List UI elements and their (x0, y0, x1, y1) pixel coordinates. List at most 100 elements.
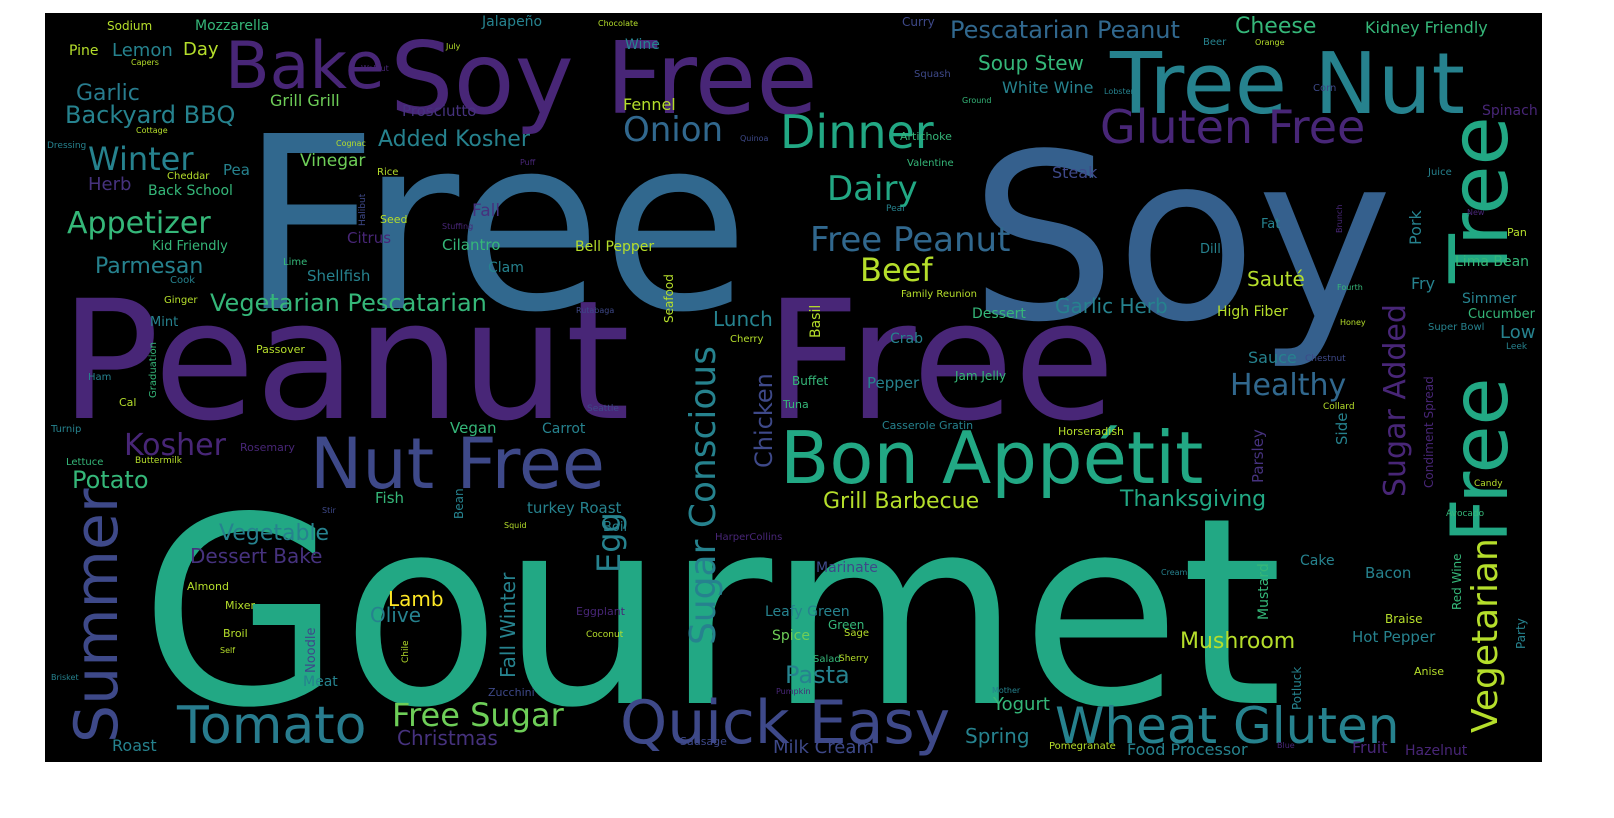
word-free: Free (1436, 377, 1526, 543)
word-chestnut: Chestnut (1305, 354, 1346, 364)
word-broil: Broil (223, 627, 248, 640)
word-lunch: Lunch (713, 307, 773, 331)
word-dairy: Dairy (827, 169, 918, 209)
word-grill-grill: Grill Grill (270, 91, 340, 110)
word-cal: Cal (119, 396, 136, 409)
word-mushroom: Mushroom (1180, 629, 1295, 654)
word-chocolate: Chocolate (598, 19, 638, 28)
word-mint: Mint (150, 315, 178, 330)
word-july: July (445, 42, 461, 51)
word-dressing: Dressing (47, 141, 86, 151)
word-kosher: Kosher (124, 428, 227, 463)
word-walnut: Walnut (361, 64, 389, 73)
word-red-wine: Red Wine (1450, 553, 1464, 610)
word-honey: Honey (1340, 318, 1366, 327)
word-coconut: Coconut (586, 630, 624, 640)
word-cherry: Cherry (730, 334, 764, 345)
word-candy: Candy (1474, 479, 1503, 489)
word-tree-nut: Tree Nut (1109, 35, 1465, 134)
word-white-wine: White Wine (1002, 78, 1094, 97)
word-leek: Leek (1506, 342, 1528, 352)
word-stuffing: Stuffing (442, 222, 473, 231)
word-lamb: Lamb (388, 587, 444, 611)
word-back-school: Back School (148, 183, 233, 199)
word-capers: Capers (131, 58, 159, 67)
word-dessert-bake: Dessert Bake (190, 544, 322, 568)
word-cheddar: Cheddar (167, 171, 210, 182)
word-bean: Bean (452, 488, 466, 519)
word-garlic-herb: Garlic Herb (1055, 294, 1168, 318)
word-dinner: Dinner (780, 105, 934, 159)
word-fall-winter: Fall Winter (496, 572, 520, 678)
word-rice: Rice (377, 167, 398, 178)
word-anise: Anise (1414, 665, 1444, 678)
word-pasta: Pasta (785, 661, 850, 689)
word-family-reunion: Family Reunion (901, 289, 977, 300)
word-kidney-friendly: Kidney Friendly (1365, 18, 1488, 37)
word-parmesan: Parmesan (95, 254, 203, 279)
word-sherry: Sherry (839, 654, 869, 664)
word-mixer: Mixer (225, 599, 255, 612)
word-artichoke: Artichoke (900, 130, 952, 143)
word-blue: Blue (1277, 741, 1295, 750)
word-fennel: Fennel (623, 95, 676, 114)
word-super-bowl: Super Bowl (1428, 322, 1484, 333)
word-tomato: Tomato (176, 696, 366, 756)
word-onion: Onion (623, 110, 723, 150)
word-sausage: Sausage (680, 735, 727, 748)
word-gluten-free: Gluten Free (1100, 100, 1365, 154)
word-cilantro: Cilantro (442, 236, 500, 254)
word-shellfish: Shellfish (307, 267, 370, 285)
word-soy-free: Soy Free (390, 20, 818, 137)
word-jam-jelly: Jam Jelly (954, 369, 1006, 383)
word-yogurt: Yogurt (992, 694, 1050, 715)
word-fruit: Fruit (1352, 738, 1387, 757)
word-rosemary: Rosemary (240, 441, 295, 454)
word-lemon: Lemon (112, 40, 173, 61)
word-cucumber: Cucumber (1468, 307, 1536, 322)
word-casserole-gratin: Casserole Gratin (882, 419, 973, 432)
word-parsley: Parsley (1249, 429, 1267, 483)
word-party: Party (1514, 618, 1528, 649)
word-buttermilk: Buttermilk (135, 456, 183, 466)
word-summer: Summer (62, 488, 132, 743)
word-turkey-roast: turkey Roast (527, 499, 622, 517)
word-new: New (1467, 208, 1485, 217)
word-wheat-gluten: Wheat Gluten (1055, 697, 1399, 755)
word-cognac: Cognac (336, 139, 366, 148)
word-brunch: Brunch (1335, 205, 1344, 233)
word-basil: Basil (808, 305, 824, 338)
word-hazelnut: Hazelnut (1405, 743, 1468, 759)
word-seafood: Seafood (662, 274, 676, 323)
word-peanut: Peanut (60, 265, 630, 457)
word-grill-barbecue: Grill Barbecue (823, 489, 979, 514)
word-beer: Beer (1203, 37, 1227, 48)
word-potato: Potato (72, 466, 149, 494)
word-garlic: Garlic (76, 81, 140, 106)
word-backyard-bbq: Backyard BBQ (65, 101, 235, 129)
word-pepper: Pepper (867, 374, 920, 392)
word-chicken: Chicken (750, 373, 778, 468)
word-sage: Sage (844, 628, 869, 639)
word-winter: Winter (88, 140, 194, 178)
word-valentine: Valentine (907, 158, 954, 169)
word-tuna: Tuna (782, 398, 809, 411)
word-vegetable: Vegetable (219, 521, 329, 546)
word-healthy: Healthy (1230, 368, 1346, 403)
word-nut-free: Nut Free (310, 423, 605, 505)
word-kid-friendly: Kid Friendly (152, 239, 228, 254)
word-squid: Squid (504, 521, 527, 530)
word-halibut: Halibut (358, 193, 368, 226)
word-pear: Pear (886, 204, 906, 214)
word-soup-stew: Soup Stew (978, 51, 1084, 75)
word-vegan: Vegan (450, 419, 497, 437)
word-green: Green (828, 618, 864, 632)
word-leafy-green: Leafy Green (765, 604, 850, 620)
word-boil: Boil (603, 520, 627, 535)
word-egg: Egg (590, 512, 628, 573)
word-bon-app-tit: Bon Appétit (780, 416, 1203, 500)
word-jalape-o: Jalapeño (481, 14, 542, 30)
word-cream: Cream (1161, 568, 1188, 577)
word-graduation: Graduation (148, 342, 159, 398)
word-cottage: Cottage (136, 126, 168, 135)
